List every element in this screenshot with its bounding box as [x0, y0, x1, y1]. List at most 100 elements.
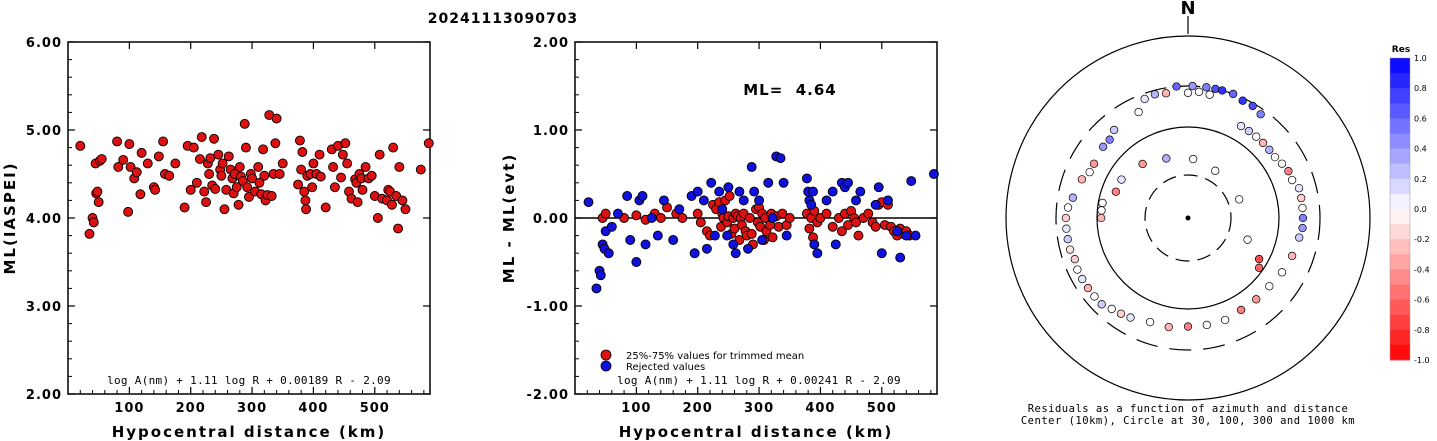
data-point — [299, 186, 310, 197]
legend-blue-label: Rejected values — [626, 362, 705, 373]
data-point-rejected — [873, 182, 884, 193]
data-point — [194, 154, 205, 164]
polar-point — [1078, 274, 1087, 284]
xlabel-middle: Hypocentral distance (km) — [619, 423, 894, 441]
data-point-rejected — [631, 257, 642, 267]
polar-point — [1211, 166, 1220, 175]
polar-point — [1172, 82, 1181, 91]
data-point-trimmed — [600, 208, 611, 219]
data-point — [75, 140, 86, 151]
data-point-rejected — [746, 162, 757, 172]
data-point-rejected — [591, 283, 602, 294]
data-point — [307, 182, 318, 193]
data-point-rejected — [728, 239, 739, 250]
data-point — [136, 147, 147, 158]
polar-point — [1188, 81, 1197, 91]
data-point — [142, 158, 153, 169]
data-point — [231, 182, 242, 193]
x-tick-label: 100 — [114, 401, 144, 416]
colorbar-tick-label: 0.4 — [1414, 145, 1427, 154]
data-point-rejected — [603, 248, 614, 259]
data-point-rejected — [855, 186, 866, 197]
data-point — [191, 177, 202, 188]
polar-point — [1089, 159, 1099, 168]
ring-30km — [1144, 174, 1232, 262]
data-point-trimmed — [773, 221, 784, 232]
data-point — [296, 164, 307, 175]
data-point-trimmed — [827, 221, 838, 232]
data-point — [253, 162, 264, 172]
data-point-rejected — [928, 169, 939, 179]
data-point-trimmed — [724, 191, 735, 201]
data-point — [170, 158, 181, 169]
data-point — [158, 136, 169, 147]
polar-point — [1105, 135, 1114, 144]
polar-point — [1068, 193, 1078, 202]
data-point — [297, 147, 308, 157]
data-point-rejected — [843, 177, 853, 188]
polar-point — [1236, 121, 1246, 131]
polar-point — [1145, 317, 1155, 327]
colorbar-tick-label: -0.4 — [1414, 265, 1430, 274]
polar-point — [1077, 175, 1087, 184]
points-middle — [583, 151, 939, 294]
data-point — [199, 186, 210, 197]
polar-point — [1063, 203, 1073, 212]
x-tick-label: 100 — [621, 401, 651, 416]
data-point-trimmed — [692, 208, 703, 219]
polar-point — [1107, 304, 1116, 314]
x-tick-label: 200 — [683, 401, 713, 416]
data-point — [164, 170, 175, 181]
y-tick-label: 2.00 — [26, 388, 62, 403]
legend-red-marker — [600, 349, 612, 361]
y-tick-label: -2.00 — [527, 388, 569, 403]
data-point — [242, 182, 253, 193]
colorbar-cell — [1390, 103, 1410, 119]
data-point-rejected — [674, 204, 685, 215]
polar-point — [1297, 193, 1306, 203]
polar-point — [1097, 300, 1106, 309]
data-point — [213, 149, 224, 160]
colorbar-cell — [1390, 148, 1410, 165]
north-label: N — [1180, 0, 1195, 19]
data-point — [112, 136, 123, 147]
data-point — [329, 182, 340, 193]
data-point-rejected — [717, 204, 728, 215]
data-point-trimmed — [777, 208, 788, 219]
panel-ml-vs-distance: 100 200 300 400 500 2.00 3.00 4.00 5.00 6.00 log … — [1, 36, 434, 441]
data-point-rejected — [763, 177, 774, 188]
data-point — [135, 189, 146, 200]
data-point-rejected — [734, 186, 745, 197]
data-point-rejected — [709, 230, 720, 241]
polar-caption-1: Residuals as a function of azimuth and d… — [1028, 403, 1349, 415]
data-point — [423, 138, 434, 149]
data-point — [315, 171, 326, 182]
data-point — [88, 217, 99, 228]
data-point — [258, 144, 269, 155]
data-point — [209, 133, 219, 144]
polar-point — [1205, 90, 1214, 99]
y-tick-label: 5.00 — [26, 124, 62, 139]
polar-point — [1248, 101, 1257, 111]
colorbar-cell — [1390, 239, 1410, 255]
epicenter-dot — [1185, 215, 1191, 221]
data-point-rejected — [625, 235, 636, 245]
x-tick-label: 500 — [360, 401, 390, 416]
data-point-rejected — [646, 213, 657, 223]
data-point-trimmed — [744, 213, 755, 223]
data-point-rejected — [870, 199, 881, 210]
polar-point — [1138, 159, 1147, 169]
polar-point — [1228, 89, 1238, 99]
polar-point — [1218, 86, 1227, 95]
data-point — [93, 197, 104, 208]
polar-point — [1277, 268, 1287, 277]
polar-point — [1298, 223, 1307, 233]
polar-caption-2: Center (10km), Circle at 30, 100, 300 an… — [1021, 415, 1355, 427]
data-point-rejected — [778, 177, 789, 188]
polar-point — [1256, 110, 1265, 119]
colorbar-cell — [1390, 269, 1410, 285]
data-point-trimmed — [655, 213, 666, 223]
polar-point — [1061, 213, 1071, 223]
data-point — [185, 184, 196, 195]
